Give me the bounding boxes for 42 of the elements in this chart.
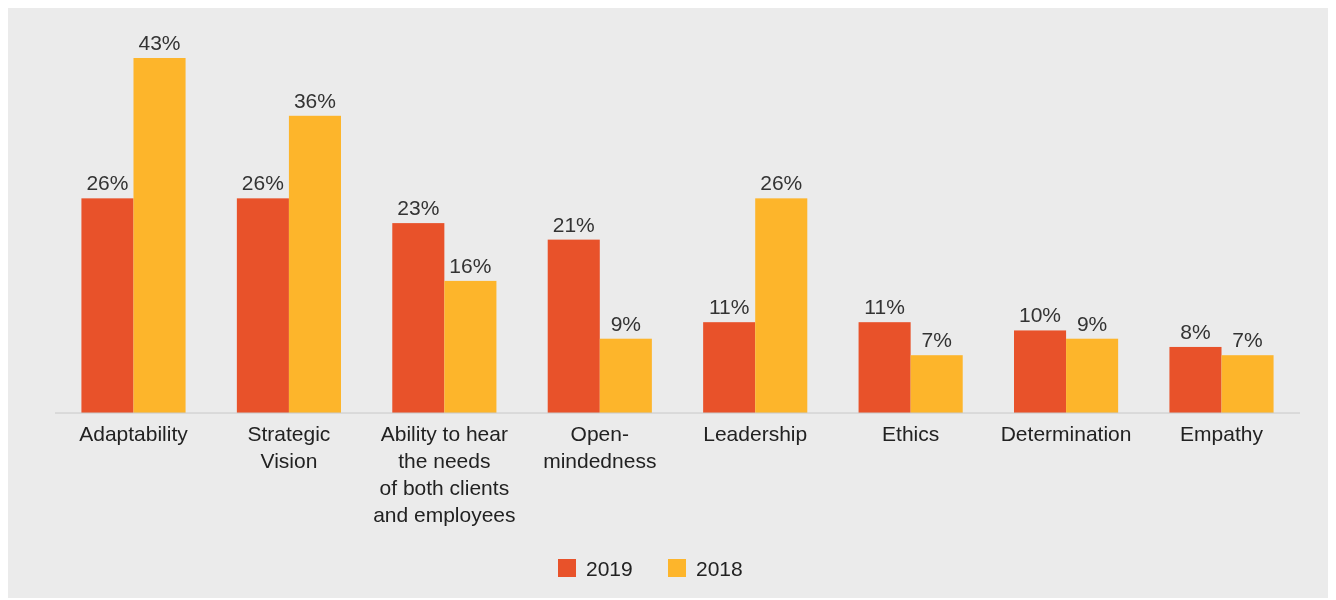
data-label: 43% xyxy=(138,31,181,54)
bar xyxy=(703,322,756,413)
data-label: 16% xyxy=(449,253,492,277)
data-label: 26% xyxy=(241,171,284,195)
x-tick-label: Ethics xyxy=(882,422,940,445)
data-label: 21% xyxy=(552,212,595,236)
data-label: 8% xyxy=(1180,319,1211,343)
bar xyxy=(133,58,186,413)
x-tick-label: Leadership xyxy=(703,422,808,445)
data-label: 26% xyxy=(86,171,129,195)
x-tick-label: Open- mindedness xyxy=(543,422,657,472)
bar xyxy=(599,338,652,413)
legend-label: 2019 xyxy=(586,557,633,580)
data-label: 7% xyxy=(921,328,952,352)
bar xyxy=(392,223,445,413)
x-tick-label: Empathy xyxy=(1180,422,1264,445)
data-label: 10% xyxy=(1019,303,1062,327)
data-label: 9% xyxy=(1076,311,1108,335)
data-label: 23% xyxy=(397,196,440,220)
data-label: 11% xyxy=(708,295,750,319)
bar xyxy=(910,355,963,413)
bar xyxy=(81,198,134,413)
bar xyxy=(858,322,911,413)
legend-label: 2018 xyxy=(696,557,743,580)
bar xyxy=(1221,355,1274,413)
bar xyxy=(1169,346,1222,413)
data-label: 26% xyxy=(760,171,803,195)
bar xyxy=(288,115,341,413)
x-tick-label: Strategic Vision xyxy=(247,422,331,472)
bar xyxy=(1014,330,1067,413)
bar xyxy=(236,198,289,413)
bar xyxy=(755,198,808,413)
x-tick-label: Ability to hear the needs of both clients and employees xyxy=(373,422,516,526)
bar xyxy=(444,280,497,413)
x-tick-label: Determination xyxy=(1000,422,1132,445)
data-label: 11% xyxy=(864,295,905,319)
x-tick-label: Adaptability xyxy=(79,422,189,445)
bar xyxy=(1066,338,1119,413)
data-label: 36% xyxy=(293,88,336,112)
bar xyxy=(547,239,600,413)
data-label: 9% xyxy=(610,311,641,335)
data-label: 7% xyxy=(1232,328,1263,352)
